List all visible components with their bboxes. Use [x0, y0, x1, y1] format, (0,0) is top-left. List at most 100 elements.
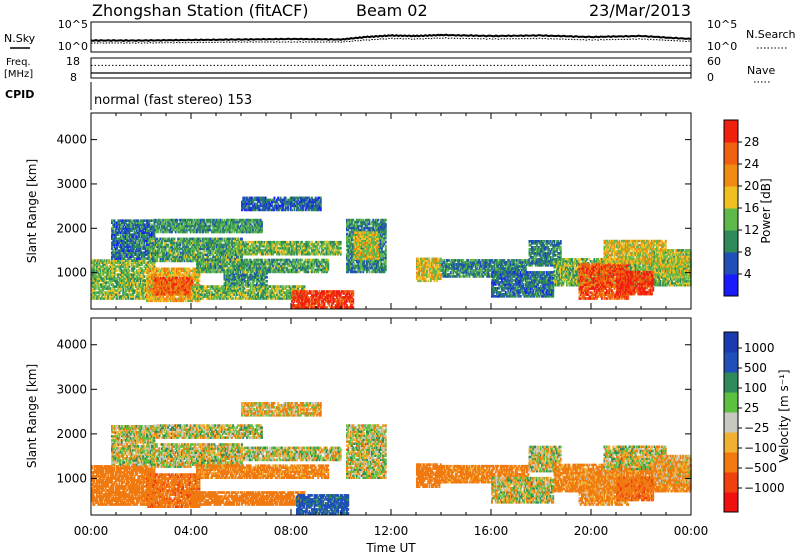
heatmap-cell [123, 235, 126, 238]
heatmap-cell [147, 249, 150, 252]
heatmap-cell [141, 219, 143, 222]
heatmap-cell [104, 287, 107, 290]
heatmap-cell [114, 243, 117, 246]
heatmap-cell [151, 261, 153, 264]
heatmap-cell [97, 277, 100, 280]
heatmap-cell [116, 291, 118, 294]
heatmap-cell [174, 269, 177, 273]
heatmap-cell [158, 297, 161, 301]
heatmap-cell [128, 271, 131, 274]
heatmap-cell [159, 269, 162, 273]
heatmap-cell [339, 246, 342, 250]
freq-left-tick-top: 18 [66, 55, 80, 68]
heatmap-cell [143, 231, 146, 234]
heatmap-cell [113, 231, 116, 234]
heatmap-cell [152, 219, 155, 222]
heatmap-cell [111, 273, 113, 276]
heatmap-cell [147, 295, 150, 299]
heatmap-cell [203, 218, 206, 222]
beam-label: Beam 02 [356, 1, 428, 20]
heatmap-cell [98, 289, 101, 292]
heatmap-cell [147, 239, 150, 242]
heatmap-cell [141, 255, 143, 258]
heatmap-cell [143, 269, 146, 272]
heatmap-cell [124, 235, 127, 238]
heatmap-cell [127, 223, 130, 226]
heatmap-cell [124, 221, 127, 224]
heatmap-cell [156, 269, 158, 273]
heatmap-cell [157, 275, 160, 279]
heatmap-cell [113, 257, 116, 260]
heatmap-cell [167, 275, 170, 279]
heatmap-cell [161, 297, 163, 301]
heatmap-cell [141, 279, 143, 282]
heatmap-cell [128, 219, 131, 222]
heatmap-cell [124, 297, 127, 300]
heatmap-cell [124, 219, 127, 222]
heatmap-cell [152, 295, 155, 298]
heatmap-cell [133, 259, 136, 262]
heatmap-cell [136, 279, 138, 282]
heatmap-cell [119, 251, 122, 254]
heatmap-cell [131, 293, 133, 296]
heatmap-cell [147, 285, 150, 289]
heatmap-cell [118, 255, 121, 258]
heatmap-cell [143, 255, 146, 258]
heatmap-cell [99, 297, 102, 300]
heatmap-cell [114, 223, 117, 226]
heatmap-cell [94, 277, 97, 280]
heatmap-cell [117, 287, 120, 290]
heatmap-cell [103, 275, 106, 278]
heatmap-cell [141, 221, 143, 224]
heatmap-cell [144, 281, 147, 284]
heatmap-cell [139, 283, 142, 286]
heatmap-cell [139, 253, 142, 256]
heatmap-cell [169, 295, 172, 299]
heatmap-cell [133, 229, 136, 232]
heatmap-cell [116, 293, 118, 296]
heatmap-cell [157, 297, 160, 301]
heatmap-cell [93, 295, 96, 298]
heatmap-cell [146, 271, 148, 275]
heatmap-cell [138, 249, 141, 252]
noise-sky-label: N.Sky [4, 32, 36, 45]
heatmap-cell [119, 283, 122, 286]
heatmap-cell [91, 295, 93, 298]
heatmap-cell [152, 267, 155, 271]
heatmap-cell [126, 293, 128, 296]
heatmap-cell [107, 287, 110, 290]
heatmap-cell [121, 285, 123, 288]
heatmap-cell [116, 239, 118, 242]
heatmap-cell [112, 219, 115, 222]
heatmap-cell [149, 281, 152, 285]
heatmap-cell [149, 229, 152, 232]
heatmap-cell [109, 293, 112, 296]
heatmap-cell [149, 265, 152, 268]
heatmap-cell [133, 257, 136, 260]
heatmap-cell [144, 267, 147, 270]
heatmap-cell [113, 243, 116, 246]
heatmap-cell [143, 275, 146, 278]
heatmap-cell [91, 287, 93, 290]
heatmap-cell [151, 297, 153, 301]
heatmap-cell [137, 273, 140, 276]
heatmap-cell [146, 243, 148, 246]
heatmap-cell [126, 289, 128, 292]
heatmap-cell [138, 263, 141, 266]
heatmap-cell [152, 225, 155, 228]
heatmap-cell [116, 223, 118, 226]
heatmap-cell [146, 261, 148, 264]
heatmap-cell [113, 295, 116, 298]
heatmap-cell [101, 295, 103, 298]
heatmap-cell [129, 219, 132, 222]
heatmap-cell [127, 219, 130, 222]
heatmap-cell [157, 267, 160, 271]
heatmap-cell [166, 271, 168, 275]
heatmap-cell [131, 265, 133, 268]
heatmap-cell [137, 279, 140, 282]
heatmap-cell [146, 241, 148, 244]
heatmap-cell [144, 253, 147, 256]
heatmap-cell [94, 279, 97, 282]
heatmap-cell [123, 267, 126, 270]
heatmap-cell [132, 279, 135, 282]
